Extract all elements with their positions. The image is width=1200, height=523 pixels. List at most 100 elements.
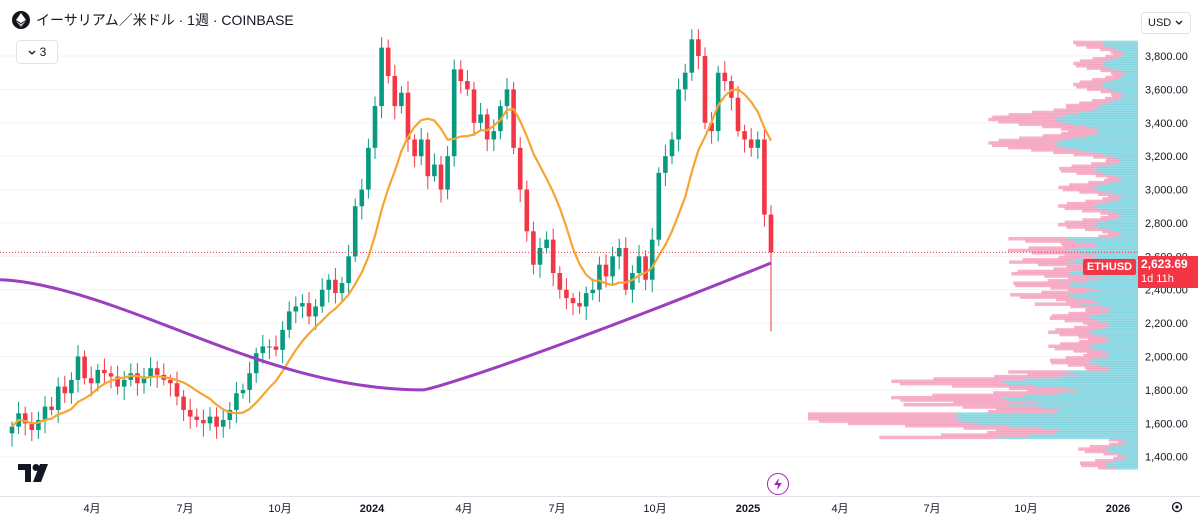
- candle-body: [49, 406, 54, 410]
- volume-profile-bar-up: [1109, 87, 1138, 91]
- volume-profile-bar-down: [1059, 166, 1095, 171]
- candle-body: [154, 368, 160, 375]
- volume-profile-bar-up: [1095, 342, 1138, 346]
- chart-pane[interactable]: [0, 0, 1138, 496]
- volume-profile-bar-down: [1110, 71, 1123, 75]
- volume-profile-bar-up: [1006, 381, 1138, 386]
- candle-body: [141, 376, 147, 384]
- volume-profile-bar-up: [1110, 337, 1138, 341]
- volume-profile-bar-down: [1008, 145, 1067, 150]
- volume-profile-bar-up: [1092, 328, 1138, 332]
- volume-profile-bar-up: [1088, 344, 1138, 349]
- volume-profile-bar-down: [1064, 206, 1098, 211]
- volume-profile-bar-down: [1049, 316, 1090, 320]
- time-tick-label: 4月: [455, 503, 472, 515]
- candle-body: [306, 303, 312, 317]
- indicators-collapse-button[interactable]: 3: [16, 40, 58, 64]
- volume-profile-bar-down: [1085, 307, 1110, 311]
- volume-profile-bar-up: [1094, 204, 1138, 208]
- candle-body: [392, 76, 398, 107]
- volume-profile-bar-down: [1066, 225, 1099, 229]
- candlestick-chart[interactable]: [0, 0, 1138, 496]
- volume-profile-bar-down: [1041, 290, 1085, 295]
- chart-legend[interactable]: イーサリアム／米ドル · 1週 · COINBASE: [12, 10, 294, 30]
- volume-profile-bar-down: [1110, 49, 1123, 54]
- price-tick-label: 1,400.00: [1145, 452, 1188, 464]
- candle-body: [636, 256, 642, 274]
- last-price: 2,623.69: [1141, 257, 1188, 271]
- time-tick-label: 2025: [736, 503, 760, 515]
- volume-profile-bar-down: [995, 407, 1060, 412]
- volume-profile-bar-up: [1109, 45, 1138, 49]
- volume-profile-bar-down: [808, 412, 957, 416]
- volume-profile-bar-down: [1008, 113, 1067, 117]
- time-tick-label: 7月: [923, 503, 940, 515]
- volume-profile-bar-down: [1107, 232, 1122, 236]
- volume-profile-bar-up: [1088, 279, 1138, 283]
- volume-profile-bar-down: [932, 393, 1025, 398]
- volume-profile-bar-down: [1087, 337, 1111, 341]
- volume-profile-bar-down: [900, 398, 1008, 402]
- volume-profile-bar-down: [1050, 360, 1091, 365]
- volume-profile-bar-up: [1058, 391, 1138, 395]
- volume-profile-bar-down: [1079, 101, 1106, 105]
- volume-profile-bar-up: [1122, 49, 1138, 54]
- chevron-down-icon: [28, 45, 36, 59]
- volume-profile-bar-up: [1095, 169, 1138, 173]
- price-tick-label: 3,000.00: [1145, 185, 1188, 197]
- candle-body: [75, 356, 81, 380]
- currency-selector[interactable]: USD: [1141, 12, 1191, 34]
- volume-profile-bar-up: [1121, 194, 1138, 199]
- volume-profile-bar-down: [1037, 262, 1083, 267]
- volume-profile-bar-up: [956, 416, 1138, 421]
- volume-profile-bar-up: [1092, 346, 1138, 351]
- volume-profile-bar-up: [1099, 129, 1138, 133]
- volume-profile-bar-up: [1107, 218, 1138, 222]
- candle-body: [135, 373, 140, 384]
- volume-profile-bar-up: [1107, 353, 1138, 358]
- time-tick-label: 7月: [548, 503, 565, 515]
- volume-profile-bar-up: [1118, 229, 1138, 234]
- candle-body: [735, 97, 741, 132]
- gear-icon[interactable]: [1170, 500, 1184, 519]
- volume-profile-bar-up: [1104, 171, 1138, 176]
- volume-profile-bar-down: [899, 381, 1007, 386]
- volume-profile-bar-up: [1112, 162, 1138, 166]
- volume-profile-bar-down: [994, 374, 1059, 379]
- volume-profile-bar-down: [1059, 332, 1095, 337]
- candle-body: [570, 298, 576, 304]
- volume-profile-bar-up: [1105, 447, 1138, 451]
- price-scale[interactable]: 3,800.00 3,600.00 3,400.00 3,200.00 3,000.00…: [1138, 0, 1200, 496]
- volume-profile-bar-down: [1025, 239, 1077, 243]
- volume-profile-bar-up: [1106, 463, 1138, 468]
- candle-body: [108, 373, 114, 377]
- volume-profile-bar-up: [1061, 120, 1138, 124]
- time-scale[interactable]: 4月 7月 10月 2024 4月 7月 10月 2025 4月 7月 10月 2026: [0, 496, 1200, 518]
- volume-profile-bar-down: [1050, 286, 1090, 290]
- tradingview-logo-icon[interactable]: [18, 464, 52, 487]
- lightning-icon[interactable]: [767, 473, 789, 495]
- candle-body: [583, 293, 589, 307]
- volume-profile-bar-up: [1094, 185, 1138, 190]
- volume-profile-bar-up: [1089, 316, 1138, 320]
- volume-profile-bar-up: [1116, 234, 1138, 239]
- volume-profile-bar-down: [1108, 442, 1122, 447]
- volume-profile-bar-down: [1055, 328, 1093, 332]
- candle-body: [247, 373, 252, 390]
- volume-profile-bar-up: [1120, 75, 1138, 80]
- volume-profile-bar-up: [1079, 148, 1138, 152]
- volume-profile-bar-down: [1049, 358, 1090, 363]
- volume-profile-bar-up: [1116, 192, 1138, 197]
- currency-label: USD: [1148, 17, 1172, 29]
- volume-profile-bar-down: [1017, 269, 1072, 274]
- volume-profile-bar-up: [1114, 459, 1138, 463]
- candle-body: [379, 47, 384, 107]
- volume-profile-bar-up: [1109, 66, 1138, 70]
- volume-profile-bar-up: [1089, 286, 1138, 290]
- candle-body: [425, 139, 431, 177]
- candle-body: [148, 368, 153, 377]
- volume-profile-bar-down: [1068, 311, 1100, 316]
- volume-profile-bar-up: [1108, 309, 1138, 313]
- volume-profile-bar-up: [1124, 73, 1138, 77]
- volume-profile-bar-up: [1126, 454, 1138, 458]
